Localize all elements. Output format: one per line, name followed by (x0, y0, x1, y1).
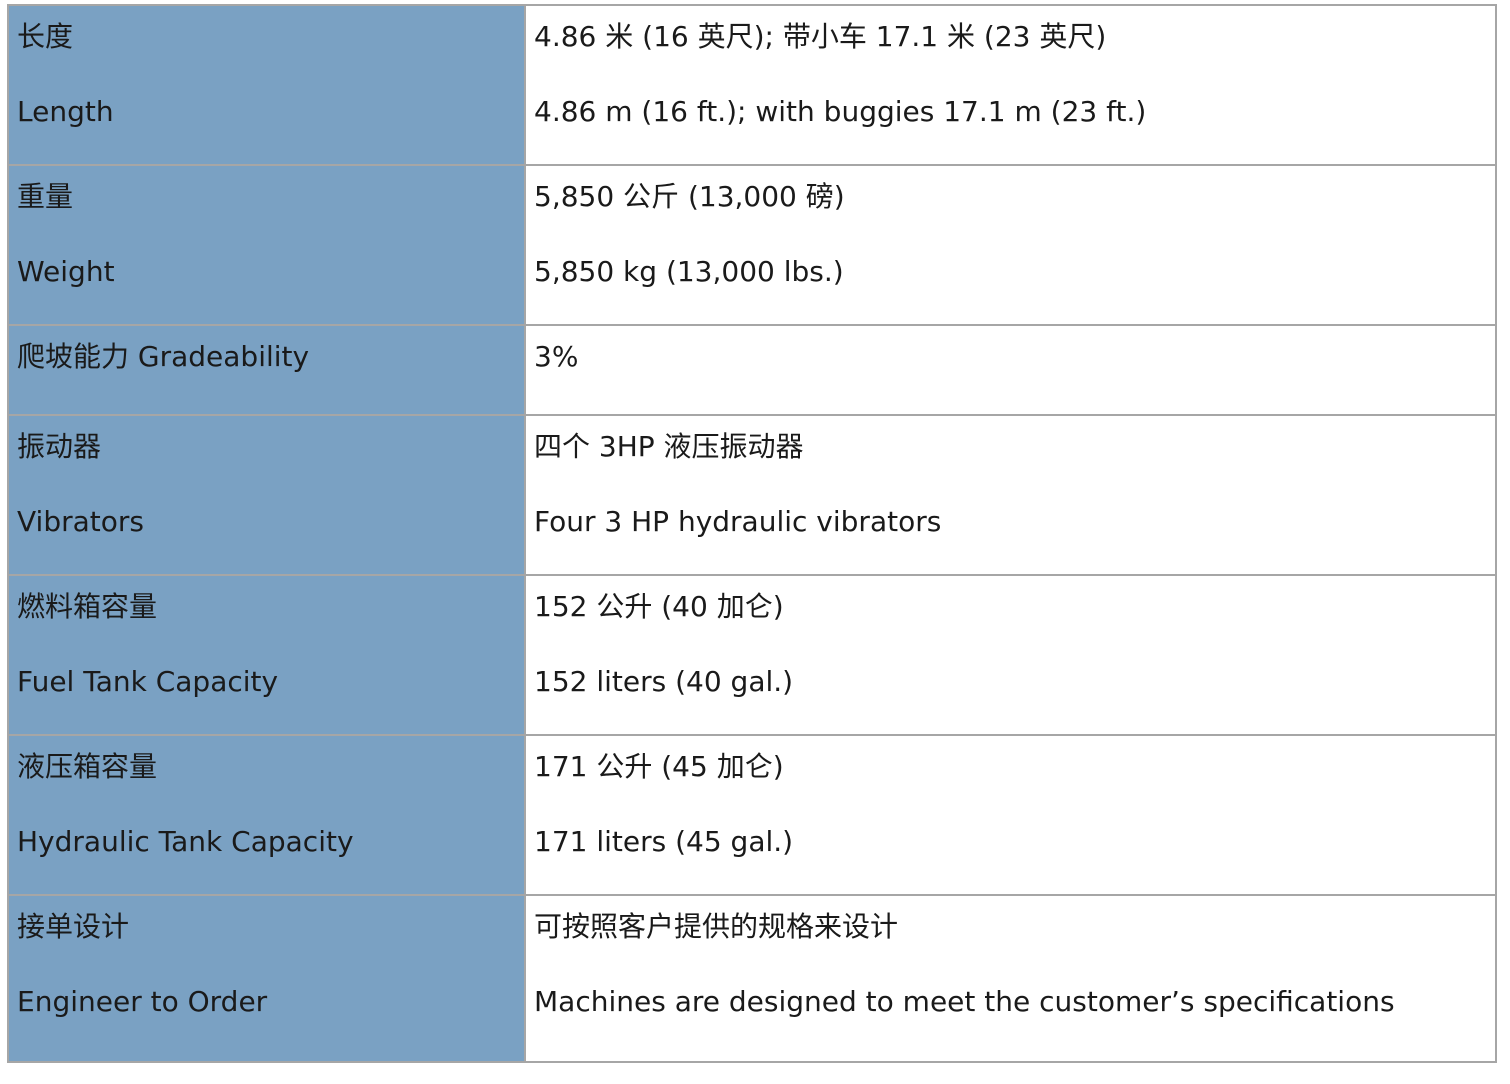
spec-table: 长度 Length 4.86 米 (16 英尺); 带小车 17.1 米 (23 英… (7, 4, 1497, 1063)
spec-label: 燃料箱容量 Fuel Tank Capacity (7, 574, 526, 736)
spec-value-zh: 可按照客户提供的规格来设计 (534, 910, 899, 943)
spec-row: 长度 Length 4.86 米 (16 英尺); 带小车 17.1 米 (23 英… (7, 4, 1497, 166)
spec-value-en: 171 liters (45 gal.) (534, 825, 794, 858)
spec-label-en: Weight (17, 255, 115, 288)
spec-value-en: Four 3 HP hydraulic vibrators (534, 505, 942, 538)
spec-label-zh: 液压箱容量 (17, 750, 158, 783)
spec-value-zh: 171 公升 (45 加仑) (534, 750, 784, 783)
spec-label-zh: 长度 (17, 20, 74, 53)
spec-label-zh: 振动器 (17, 430, 102, 463)
spec-value: 171 公升 (45 加仑) 171 liters (45 gal.) (524, 734, 1497, 896)
spec-value: 152 公升 (40 加仑) 152 liters (40 gal.) (524, 574, 1497, 736)
spec-row: 重量 Weight 5,850 公斤 (13,000 磅) 5,850 kg (13,… (7, 164, 1497, 326)
spec-value: 4.86 米 (16 英尺); 带小车 17.1 米 (23 英尺) 4.86 m… (524, 4, 1497, 166)
spec-value: 可按照客户提供的规格来设计 Machines are designed to me… (524, 894, 1497, 1063)
spec-label-en: Fuel Tank Capacity (17, 665, 279, 698)
spec-label: 液压箱容量 Hydraulic Tank Capacity (7, 734, 526, 896)
spec-label-zh: 燃料箱容量 (17, 590, 158, 623)
spec-value-en: 5,850 kg (13,000 lbs.) (534, 255, 844, 288)
spec-row: 爬坡能力 Gradeability 3% (7, 324, 1497, 416)
spec-label: 振动器 Vibrators (7, 414, 526, 576)
spec-row: 接单设计 Engineer to Order 可按照客户提供的规格来设计 Machin… (7, 894, 1497, 1063)
spec-value-zh: 3% (534, 340, 579, 373)
spec-row: 液压箱容量 Hydraulic Tank Capacity 171 公升 (45 加… (7, 734, 1497, 896)
spec-value: 四个 3HP 液压振动器 Four 3 HP hydraulic vibrator… (524, 414, 1497, 576)
spec-value-zh: 四个 3HP 液压振动器 (534, 430, 804, 463)
spec-value-zh: 152 公升 (40 加仑) (534, 590, 784, 623)
spec-value: 5,850 公斤 (13,000 磅) 5,850 kg (13,000 lbs.… (524, 164, 1497, 326)
spec-label-en: Vibrators (17, 505, 144, 538)
spec-label-zh: 爬坡能力 Gradeability (17, 340, 310, 373)
spec-value-en: 152 liters (40 gal.) (534, 665, 794, 698)
spec-label: 重量 Weight (7, 164, 526, 326)
spec-label-zh: 接单设计 (17, 910, 130, 943)
spec-label-en: Engineer to Order (17, 985, 268, 1018)
spec-value-zh: 5,850 公斤 (13,000 磅) (534, 180, 845, 213)
spec-value-zh: 4.86 米 (16 英尺); 带小车 17.1 米 (23 英尺) (534, 20, 1107, 53)
spec-value-en: Machines are designed to meet the custom… (534, 985, 1395, 1018)
spec-label: 爬坡能力 Gradeability (7, 324, 526, 416)
spec-label-en: Length (17, 95, 114, 128)
spec-label-zh: 重量 (17, 180, 74, 213)
spec-label: 接单设计 Engineer to Order (7, 894, 526, 1063)
spec-row: 振动器 Vibrators 四个 3HP 液压振动器 Four 3 HP hydrau… (7, 414, 1497, 576)
spec-row: 燃料箱容量 Fuel Tank Capacity 152 公升 (40 加仑) 152… (7, 574, 1497, 736)
spec-label: 长度 Length (7, 4, 526, 166)
spec-value: 3% (524, 324, 1497, 416)
spec-label-en: Hydraulic Tank Capacity (17, 825, 354, 858)
spec-value-en: 4.86 m (16 ft.); with buggies 17.1 m (23… (534, 95, 1147, 128)
